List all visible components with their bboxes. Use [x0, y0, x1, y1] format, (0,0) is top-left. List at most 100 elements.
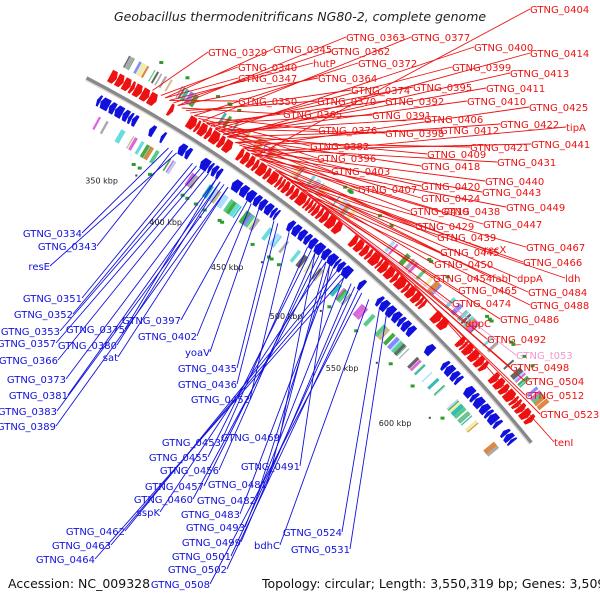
forward-cds-arrow	[400, 282, 411, 294]
reverse-annotation-segment	[414, 364, 426, 376]
forward-gene-label: GTNG_0345	[273, 45, 332, 56]
forward-gene-label: GTNG_0523	[540, 410, 599, 421]
reverse-cds-arrow	[206, 162, 216, 174]
label-group: 350 kbp 400 kbp 450 kbp 500 kbp 550 kbp 600 k…	[0, 5, 599, 591]
feature-tick	[388, 362, 393, 366]
forward-cds-arrow	[165, 103, 175, 116]
reverse-annotation-segment	[329, 283, 342, 297]
forward-gene-label: GTNG_0410	[467, 97, 526, 108]
forward-gene-label: GTNG_0362	[331, 47, 390, 58]
reverse-annotation-segment	[225, 201, 237, 215]
forward-gene-label: GTNG_0414	[530, 49, 589, 60]
forward-cds-arrow	[417, 298, 428, 310]
forward-cds-arrow	[510, 398, 523, 410]
forward-label-connector	[185, 100, 318, 112]
reverse-annotation-segment	[229, 203, 241, 217]
scale-tick	[375, 361, 378, 364]
forward-annotation-segment	[462, 315, 475, 328]
forward-annotation-segment	[331, 195, 341, 207]
feature-tick	[389, 224, 394, 228]
forward-label-connector	[194, 62, 359, 117]
forward-annotation-segment	[466, 319, 480, 333]
reverse-cds-arrow	[215, 168, 224, 180]
reverse-label-connector	[239, 267, 334, 515]
reverse-annotation-segment	[114, 129, 126, 144]
forward-cds-arrow	[307, 202, 317, 214]
forward-label-connector	[239, 144, 422, 199]
map-title: Geobacillus thermodenitrificans NG80-2, …	[113, 9, 487, 24]
reverse-label-connector	[81, 147, 169, 234]
reverse-cds-arrow	[396, 316, 407, 328]
reverse-annotation-segment	[295, 254, 309, 269]
reverse-gene-label: GTNG_0460	[134, 495, 193, 506]
scale-label: 600 kbp	[379, 419, 412, 428]
reverse-label-connector	[207, 249, 312, 458]
reverse-label-connector	[180, 200, 248, 321]
forward-gene-label: GTNG_0419	[410, 207, 469, 218]
forward-label-connector	[298, 187, 566, 279]
reverse-gene-label: GTNG_0455	[149, 453, 208, 464]
reverse-annotation-segment	[434, 385, 446, 397]
reverse-label-connector	[236, 220, 275, 369]
forward-cds-arrow	[107, 69, 118, 84]
feature-tick	[445, 275, 450, 279]
reverse-gene-label: GTNG_0380	[58, 341, 117, 352]
feature-tick	[250, 242, 255, 246]
reverse-annotation-segment	[248, 217, 261, 232]
forward-gene-label: ldh	[565, 274, 580, 285]
forward-gene-label: GTNG_0488	[530, 301, 589, 312]
forward-cds-arrow	[261, 167, 272, 180]
forward-label-connector	[251, 152, 416, 227]
forward-cds-arrow	[414, 295, 426, 307]
forward-annotation-segment	[531, 392, 544, 404]
forward-cds-arrow	[501, 388, 517, 403]
reverse-gene-label: GTNG_0482	[197, 496, 256, 507]
forward-gene-label: GTNG_0512	[525, 391, 584, 402]
reverse-gene-label: GTNG_0463	[52, 541, 111, 552]
forward-annotation-segment	[388, 243, 399, 255]
forward-label-connector	[164, 77, 239, 99]
forward-annotation-segment	[135, 62, 147, 77]
reverse-cds-arrow	[443, 364, 457, 377]
forward-gene-label: GTNG_0440	[485, 177, 544, 188]
forward-annotation-segment	[164, 79, 173, 92]
reverse-cds-arrow	[252, 194, 264, 208]
forward-label-connector	[169, 99, 239, 102]
forward-label-connector	[190, 89, 352, 114]
forward-label-connector	[247, 143, 532, 152]
forward-gene-label: GTNG_0399	[452, 63, 511, 74]
forward-label-connector	[198, 117, 311, 147]
reverse-annotation-segment	[232, 205, 242, 219]
forward-gene-label: recX	[484, 245, 507, 256]
reverse-annotation-segment	[391, 340, 404, 354]
reverse-annotation-segment	[407, 356, 420, 369]
forward-gene-label: GTNG_0466	[523, 258, 582, 269]
reverse-label-connector	[110, 273, 341, 546]
reverse-annotation-segment	[353, 304, 366, 318]
reverse-label-connector	[341, 308, 380, 533]
reverse-gene-label: GTNG_0373	[7, 375, 66, 386]
forward-annotation-segment	[518, 377, 530, 387]
reverse-gene-label: GTNG_0389	[0, 422, 56, 433]
forward-gene-label: GTNG_0421	[470, 143, 529, 154]
forward-annotation-segment	[123, 55, 131, 68]
forward-gene-label: GTNG_0498	[510, 363, 569, 374]
feature-tick	[137, 166, 142, 170]
forward-gene-label: hutP	[313, 59, 336, 70]
forward-annotation-segment	[133, 61, 142, 74]
reverse-label-connector	[196, 203, 252, 337]
topology-label: Topology: circular; Length: 3,550,319 bp…	[262, 576, 600, 591]
reverse-cds-arrow	[478, 403, 492, 416]
reverse-cds-arrow	[440, 360, 451, 371]
reverse-gene-label: GTNG_0464	[36, 555, 95, 566]
reverse-cds-arrow	[230, 179, 244, 194]
forward-cds-arrow	[460, 342, 475, 356]
reverse-gene-label: GTNG_0469	[221, 433, 280, 444]
reverse-annotation-segment	[390, 340, 402, 352]
reverse-annotation-segment	[413, 363, 425, 375]
reverse-label-connector	[226, 289, 359, 570]
reverse-label-connector	[117, 186, 229, 358]
feature-tick	[485, 314, 490, 318]
feature-tick	[410, 384, 415, 388]
